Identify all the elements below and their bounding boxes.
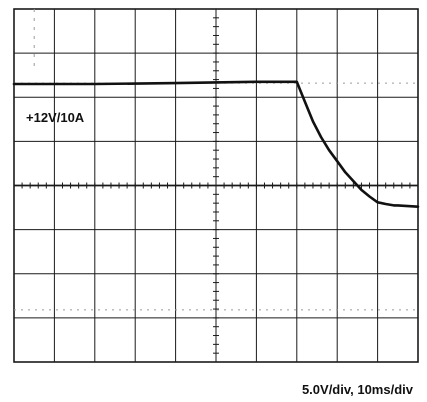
scale-label: 5.0V/div, 10ms/div (301, 382, 413, 397)
waveform-trace (12, 80, 420, 208)
graticule (13, 8, 419, 363)
oscilloscope-screen: +12V/10A (12, 8, 420, 363)
dotted-reference-lines (14, 9, 418, 311)
waveform (12, 80, 420, 208)
trace-label: +12V/10A (26, 110, 85, 125)
